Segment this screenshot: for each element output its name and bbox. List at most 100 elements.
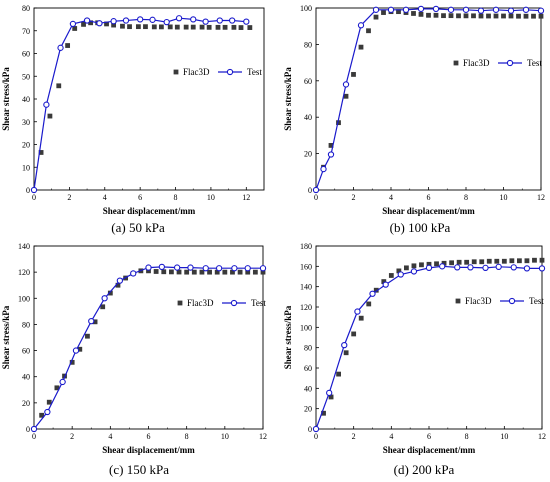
flac3d-point: [456, 13, 461, 19]
flac3d-point: [471, 259, 477, 265]
legend-flac3d-marker: [177, 300, 183, 306]
x-tick-label: 12: [538, 432, 546, 441]
test-point: [110, 18, 117, 25]
flac3d-point: [411, 263, 417, 269]
test-point: [69, 20, 77, 28]
x-tick-label: 8: [174, 193, 178, 202]
y-axis-title: Shear stress/kPa: [283, 67, 293, 131]
flac3d-point: [127, 24, 132, 30]
flac3d-point: [532, 257, 537, 263]
flac3d-point: [426, 261, 432, 267]
y-tick-label: 40: [304, 113, 312, 122]
flac3d-point: [115, 282, 121, 288]
flac3d-point: [501, 13, 506, 19]
flac3d-point: [523, 13, 529, 19]
flac3d-point: [351, 72, 356, 77]
test-point: [190, 16, 197, 23]
x-tick-label: 6: [427, 193, 431, 202]
flac3d-point: [65, 43, 71, 48]
flac3d-point: [153, 269, 159, 274]
x-axis-title: Shear displacement/mm: [382, 206, 475, 216]
test-point: [477, 7, 485, 14]
series-line-test: [315, 8, 542, 191]
test-point: [137, 16, 144, 23]
y-tick-label: 100: [300, 4, 312, 13]
legend-flac3d-label: Flac3D: [183, 67, 210, 77]
y-tick-label: 0: [26, 186, 30, 195]
panel-c-axes-frame: [33, 245, 264, 430]
x-tick-label: 10: [207, 193, 215, 202]
flac3d-point: [358, 315, 364, 321]
x-tick-label: 6: [147, 432, 151, 441]
flac3d-point: [441, 13, 446, 19]
legend-flac3d-marker: [455, 298, 461, 304]
flac3d-point: [464, 259, 470, 265]
flac3d-point: [69, 359, 75, 365]
flac3d-point: [343, 350, 349, 356]
test-point: [387, 6, 395, 13]
test-point: [522, 6, 530, 13]
y-tick-label: 20: [22, 141, 30, 150]
test-point: [320, 165, 327, 173]
flac3d-point: [88, 20, 94, 26]
flac3d-point: [321, 410, 326, 416]
test-point: [173, 264, 181, 271]
flac3d-point: [479, 259, 485, 265]
test-point: [57, 44, 64, 51]
flac3d-point: [328, 394, 334, 400]
panel-a-caption: (a) 50 kPa: [111, 220, 165, 235]
flac3d-point: [39, 412, 45, 418]
y-tick-label: 140: [300, 283, 312, 292]
flac3d-point: [247, 25, 253, 30]
flac3d-point: [509, 258, 515, 264]
flac3d-point: [161, 269, 167, 275]
x-tick-label: 12: [242, 193, 250, 202]
test-point: [382, 281, 389, 288]
flac3d-point: [351, 331, 357, 337]
test-point: [462, 6, 470, 13]
test-point: [145, 264, 152, 271]
panel-b-caption: (b) 100 kPa: [390, 220, 451, 235]
test-point: [447, 6, 455, 13]
flac3d-point: [531, 13, 536, 19]
flac3d-point: [517, 258, 522, 264]
x-tick-label: 0: [314, 193, 318, 202]
y-tick-label: 20: [304, 405, 312, 414]
test-point: [537, 7, 545, 14]
y-tick-label: 20: [22, 399, 30, 408]
test-point: [202, 18, 209, 25]
panel-a-axes-frame: [33, 7, 265, 191]
x-tick-label: 8: [185, 432, 189, 441]
y-tick-label: 160: [300, 262, 312, 271]
legend-test-label: Test: [529, 296, 544, 306]
x-tick-label: 6: [427, 432, 431, 441]
flac3d-point: [222, 24, 228, 30]
test-point: [116, 277, 124, 284]
test-point: [538, 265, 546, 272]
test-point: [243, 18, 250, 25]
x-tick-label: 0: [314, 432, 318, 441]
flac3d-point: [336, 120, 341, 126]
test-point: [44, 408, 51, 416]
panel-a-legend: Flac3D Test: [173, 67, 262, 77]
test-point: [72, 347, 80, 354]
flac3d-point: [245, 269, 251, 275]
flac3d-point: [358, 44, 364, 50]
test-point: [357, 22, 365, 29]
legend-test-label: Test: [251, 298, 266, 308]
y-tick-label: 140: [18, 242, 30, 251]
flac3d-point: [478, 13, 484, 19]
flac3d-point: [215, 24, 221, 30]
flac3d-point: [151, 24, 157, 30]
flac3d-point: [426, 12, 431, 18]
test-point: [432, 5, 440, 13]
test-point: [163, 18, 170, 26]
flac3d-point: [183, 24, 189, 30]
test-point: [175, 15, 183, 22]
test-point: [425, 264, 433, 272]
flac3d-point: [190, 24, 196, 30]
test-point: [327, 151, 335, 158]
test-point: [369, 290, 376, 297]
